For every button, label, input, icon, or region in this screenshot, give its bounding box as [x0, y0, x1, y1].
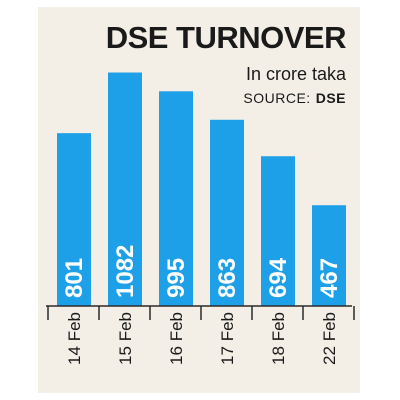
bars-group: 801 1082 995 863 694 467	[57, 72, 346, 306]
bar-value-label: 467	[316, 258, 343, 298]
x-tick-label: 14 Feb	[65, 312, 84, 365]
bar-16-feb	[159, 91, 193, 306]
x-ticks-group: 14 Feb 15 Feb 16 Feb 17 Feb 18 Feb 22 Feb	[47, 306, 355, 365]
source-label: SOURCE:	[243, 90, 310, 106]
bar-value-label: 863	[214, 258, 241, 298]
chart-source: SOURCE: DSE	[243, 90, 346, 106]
source-name: DSE	[316, 90, 346, 106]
x-tick-label: 17 Feb	[218, 312, 237, 365]
x-tick-label: 15 Feb	[116, 312, 135, 365]
bar-15-feb	[108, 72, 142, 306]
x-tick-label: 18 Feb	[269, 312, 288, 365]
chart-title: DSE TURNOVER	[106, 20, 346, 55]
bar-14-feb	[57, 133, 91, 306]
x-tick-label: 16 Feb	[167, 312, 186, 365]
x-tick-label: 22 Feb	[320, 312, 339, 365]
bar-22-feb	[312, 205, 346, 306]
bar-value-label: 694	[265, 257, 292, 298]
bar-value-label: 1082	[112, 245, 139, 298]
bar-18-feb	[261, 156, 295, 306]
bar-17-feb	[210, 119, 244, 306]
chart-card	[38, 7, 360, 393]
chart-subtitle: In crore taka	[246, 64, 347, 84]
bar-value-label: 801	[61, 258, 88, 298]
bar-value-label: 995	[163, 258, 190, 298]
